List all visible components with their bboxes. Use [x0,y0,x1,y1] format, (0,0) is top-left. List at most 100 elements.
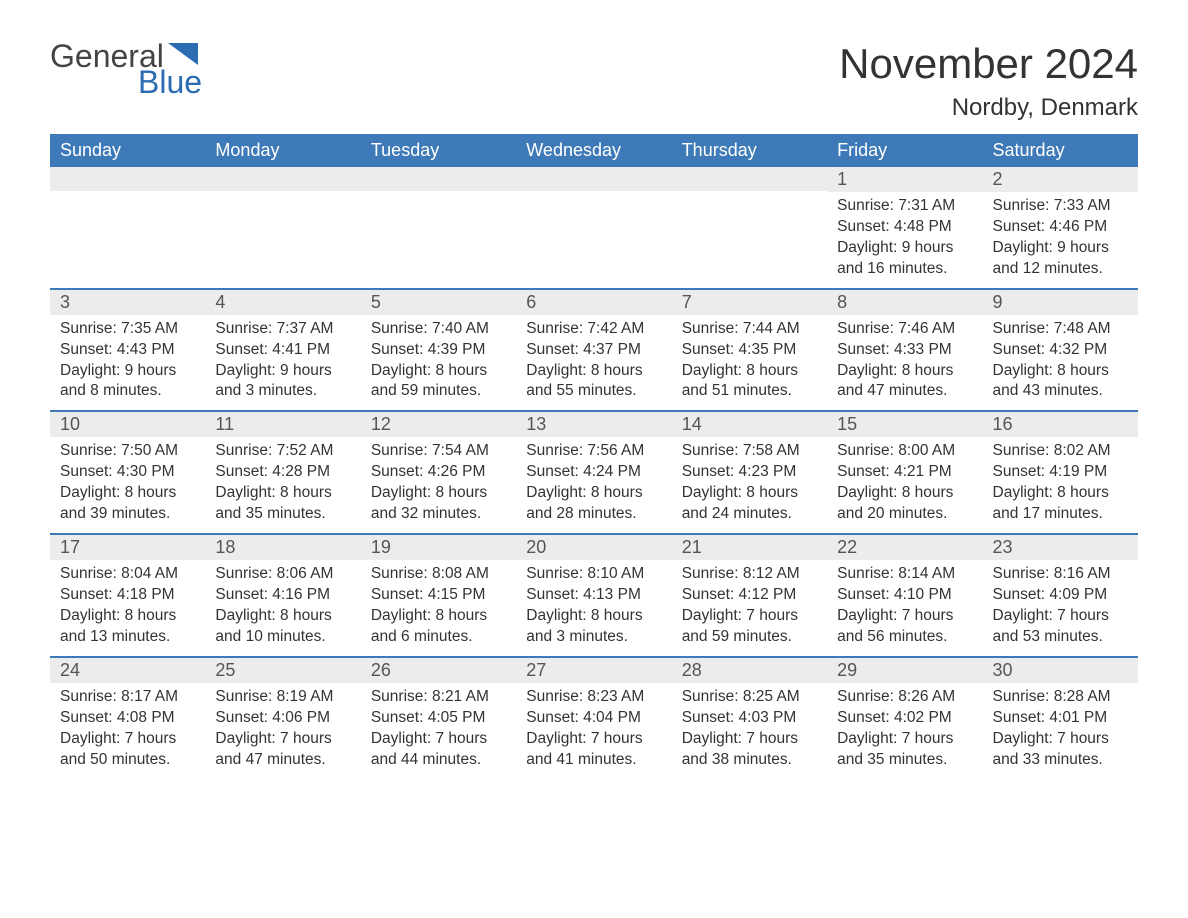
day-number: 16 [983,412,1138,437]
daylight1-text: Daylight: 8 hours [526,606,661,627]
day-details: Sunrise: 8:17 AMSunset: 4:08 PMDaylight:… [50,683,205,779]
sunset-text: Sunset: 4:24 PM [526,462,661,483]
sunset-text: Sunset: 4:26 PM [371,462,506,483]
day-number: 8 [827,290,982,315]
daylight2-text: and 53 minutes. [993,627,1128,648]
day-details: Sunrise: 8:06 AMSunset: 4:16 PMDaylight:… [205,560,360,656]
daylight1-text: Daylight: 7 hours [837,729,972,750]
week-row: 1Sunrise: 7:31 AMSunset: 4:48 PMDaylight… [50,167,1138,288]
day-details: Sunrise: 7:44 AMSunset: 4:35 PMDaylight:… [672,315,827,411]
daylight1-text: Daylight: 9 hours [60,361,195,382]
daylight1-text: Daylight: 7 hours [993,729,1128,750]
day-number: 9 [983,290,1138,315]
sunset-text: Sunset: 4:01 PM [993,708,1128,729]
day-details: Sunrise: 7:40 AMSunset: 4:39 PMDaylight:… [361,315,516,411]
day-cell: 12Sunrise: 7:54 AMSunset: 4:26 PMDayligh… [361,412,516,533]
sunrise-text: Sunrise: 8:19 AM [215,687,350,708]
daylight2-text: and 24 minutes. [682,504,817,525]
day-cell: 30Sunrise: 8:28 AMSunset: 4:01 PMDayligh… [983,658,1138,779]
day-number: 11 [205,412,360,437]
day-cell: 15Sunrise: 8:00 AMSunset: 4:21 PMDayligh… [827,412,982,533]
day-number: 17 [50,535,205,560]
sunset-text: Sunset: 4:02 PM [837,708,972,729]
daylight1-text: Daylight: 9 hours [837,238,972,259]
day-details: Sunrise: 8:10 AMSunset: 4:13 PMDaylight:… [516,560,671,656]
day-number [516,167,671,191]
day-number: 6 [516,290,671,315]
day-cell: 22Sunrise: 8:14 AMSunset: 4:10 PMDayligh… [827,535,982,656]
day-cell [205,167,360,288]
sunset-text: Sunset: 4:46 PM [993,217,1128,238]
sunset-text: Sunset: 4:08 PM [60,708,195,729]
day-number: 15 [827,412,982,437]
month-title: November 2024 [839,40,1138,88]
day-cell: 26Sunrise: 8:21 AMSunset: 4:05 PMDayligh… [361,658,516,779]
day-cell: 2Sunrise: 7:33 AMSunset: 4:46 PMDaylight… [983,167,1138,288]
day-number: 25 [205,658,360,683]
sunrise-text: Sunrise: 7:31 AM [837,196,972,217]
day-details: Sunrise: 7:37 AMSunset: 4:41 PMDaylight:… [205,315,360,411]
day-number: 1 [827,167,982,192]
sunset-text: Sunset: 4:10 PM [837,585,972,606]
sunset-text: Sunset: 4:06 PM [215,708,350,729]
day-cell: 3Sunrise: 7:35 AMSunset: 4:43 PMDaylight… [50,290,205,411]
location-label: Nordby, Denmark [839,94,1138,122]
day-number: 7 [672,290,827,315]
day-cell [672,167,827,288]
weekday-header: Friday [827,134,982,167]
daylight1-text: Daylight: 8 hours [993,483,1128,504]
day-number [361,167,516,191]
daylight2-text: and 35 minutes. [837,750,972,771]
weekday-header: Tuesday [361,134,516,167]
daylight2-text: and 44 minutes. [371,750,506,771]
day-cell: 14Sunrise: 7:58 AMSunset: 4:23 PMDayligh… [672,412,827,533]
day-cell: 5Sunrise: 7:40 AMSunset: 4:39 PMDaylight… [361,290,516,411]
week-row: 3Sunrise: 7:35 AMSunset: 4:43 PMDaylight… [50,288,1138,411]
day-cell: 8Sunrise: 7:46 AMSunset: 4:33 PMDaylight… [827,290,982,411]
day-details: Sunrise: 8:25 AMSunset: 4:03 PMDaylight:… [672,683,827,779]
sunrise-text: Sunrise: 8:28 AM [993,687,1128,708]
day-number: 21 [672,535,827,560]
daylight2-text: and 47 minutes. [215,750,350,771]
daylight2-text: and 3 minutes. [526,627,661,648]
day-details: Sunrise: 8:28 AMSunset: 4:01 PMDaylight:… [983,683,1138,779]
daylight2-text: and 16 minutes. [837,259,972,280]
daylight1-text: Daylight: 8 hours [371,361,506,382]
daylight2-text: and 50 minutes. [60,750,195,771]
day-details: Sunrise: 7:50 AMSunset: 4:30 PMDaylight:… [50,437,205,533]
day-number: 27 [516,658,671,683]
sunset-text: Sunset: 4:18 PM [60,585,195,606]
weekday-header: Sunday [50,134,205,167]
sunrise-text: Sunrise: 7:42 AM [526,319,661,340]
day-number: 13 [516,412,671,437]
day-details: Sunrise: 8:26 AMSunset: 4:02 PMDaylight:… [827,683,982,779]
daylight1-text: Daylight: 7 hours [526,729,661,750]
logo-blue-text: Blue [138,66,202,98]
day-number: 24 [50,658,205,683]
daylight1-text: Daylight: 7 hours [682,729,817,750]
sunrise-text: Sunrise: 7:44 AM [682,319,817,340]
week-row: 10Sunrise: 7:50 AMSunset: 4:30 PMDayligh… [50,410,1138,533]
daylight1-text: Daylight: 8 hours [837,483,972,504]
daylight2-text: and 28 minutes. [526,504,661,525]
sunrise-text: Sunrise: 8:25 AM [682,687,817,708]
weekday-header: Monday [205,134,360,167]
daylight1-text: Daylight: 7 hours [837,606,972,627]
day-cell: 25Sunrise: 8:19 AMSunset: 4:06 PMDayligh… [205,658,360,779]
week-row: 17Sunrise: 8:04 AMSunset: 4:18 PMDayligh… [50,533,1138,656]
daylight1-text: Daylight: 8 hours [60,606,195,627]
day-number: 28 [672,658,827,683]
day-cell: 19Sunrise: 8:08 AMSunset: 4:15 PMDayligh… [361,535,516,656]
day-cell: 17Sunrise: 8:04 AMSunset: 4:18 PMDayligh… [50,535,205,656]
day-details: Sunrise: 7:58 AMSunset: 4:23 PMDaylight:… [672,437,827,533]
daylight2-text: and 12 minutes. [993,259,1128,280]
sunrise-text: Sunrise: 8:00 AM [837,441,972,462]
day-details: Sunrise: 7:48 AMSunset: 4:32 PMDaylight:… [983,315,1138,411]
sunrise-text: Sunrise: 7:50 AM [60,441,195,462]
sunrise-text: Sunrise: 7:52 AM [215,441,350,462]
day-cell: 27Sunrise: 8:23 AMSunset: 4:04 PMDayligh… [516,658,671,779]
day-number: 2 [983,167,1138,192]
day-cell: 13Sunrise: 7:56 AMSunset: 4:24 PMDayligh… [516,412,671,533]
daylight2-text: and 47 minutes. [837,381,972,402]
day-cell: 29Sunrise: 8:26 AMSunset: 4:02 PMDayligh… [827,658,982,779]
